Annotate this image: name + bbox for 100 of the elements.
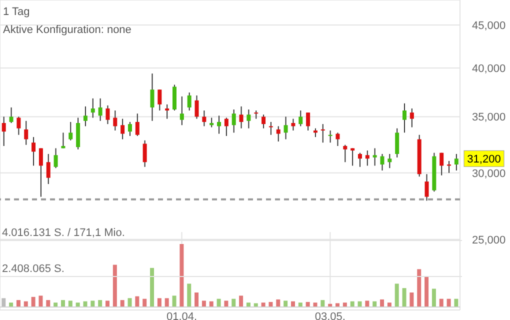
y-tick-label: 25,000 [472, 234, 506, 246]
bar [46, 300, 50, 307]
bar [336, 303, 340, 307]
annotation: 4.016.131 S. / 171,1 Mio. [0, 227, 462, 241]
candlestick [440, 152, 444, 176]
bar [320, 300, 325, 307]
candlestick [276, 126, 280, 142]
candlestick [365, 150, 370, 166]
bar [387, 302, 392, 307]
x-tick-label: 01.04. [166, 310, 198, 320]
candlestick [187, 92, 192, 111]
candlestick [336, 132, 340, 146]
bar [164, 298, 169, 307]
candlestick [68, 121, 73, 141]
bar [432, 288, 436, 307]
bar [446, 298, 451, 307]
candlestick [239, 106, 244, 129]
candlestick [424, 174, 429, 202]
bar [239, 296, 244, 307]
candlestick [24, 120, 28, 146]
candlestick [254, 110, 258, 120]
candlestick [306, 112, 310, 132]
bar [424, 276, 429, 307]
bar [60, 300, 65, 307]
candlestick [454, 153, 458, 171]
text: 31,200 [467, 154, 501, 166]
bar [194, 292, 199, 307]
y-tick-label: 30,000 [472, 168, 506, 180]
bar [439, 298, 444, 307]
candlestick [165, 104, 170, 120]
text: 1 Tag [3, 6, 31, 18]
candlestick [388, 153, 392, 169]
candlestick [158, 89, 162, 111]
candlestick [358, 152, 362, 168]
candlestick [380, 153, 384, 171]
bar [2, 298, 6, 307]
candlestick [172, 84, 176, 111]
candlestick [194, 94, 199, 120]
bar [410, 292, 414, 307]
candlestick [202, 110, 206, 127]
bar [261, 302, 266, 307]
candlestick [232, 108, 236, 134]
bar [68, 300, 72, 307]
candlestick [98, 98, 102, 122]
bar [180, 244, 184, 307]
candlestick [16, 116, 21, 136]
bar [38, 296, 43, 307]
bar [342, 302, 347, 307]
bar [150, 268, 154, 307]
candlestick [90, 98, 95, 118]
bar [365, 300, 370, 307]
bar [284, 300, 288, 307]
candlestick [268, 121, 273, 136]
candlestick [372, 148, 377, 166]
candlestick [142, 140, 147, 168]
bar [246, 302, 250, 307]
candlestick [217, 115, 222, 134]
candlestick [402, 102, 406, 134]
candlestick [46, 153, 50, 185]
candlestick [32, 136, 36, 166]
candlestick [9, 106, 14, 124]
candlestick [135, 113, 140, 136]
bar [417, 269, 422, 307]
bar [276, 299, 280, 307]
candlestick [320, 124, 325, 144]
bar [54, 302, 58, 307]
bar [135, 296, 140, 307]
bar [142, 298, 147, 307]
bar [380, 299, 384, 307]
bar [254, 303, 258, 307]
bar [394, 284, 399, 307]
bar [98, 300, 102, 307]
candlestick [150, 73, 154, 122]
bar [402, 288, 406, 307]
bar [232, 298, 236, 307]
bar [298, 302, 302, 307]
bar [224, 300, 228, 307]
candlestick [120, 118, 125, 140]
candlestick [106, 104, 110, 125]
bar [313, 302, 318, 307]
bar [454, 298, 458, 307]
candlestick [54, 148, 58, 169]
candlestick [284, 116, 288, 140]
bar [106, 300, 110, 307]
bar [90, 300, 95, 307]
candlestick [262, 114, 266, 129]
candlestick [343, 144, 348, 163]
candlestick [83, 106, 88, 127]
candlestick [298, 110, 303, 127]
bar [172, 296, 176, 307]
candlestick [180, 96, 184, 126]
candlestick [291, 118, 296, 132]
candlestick [410, 108, 414, 128]
bar [31, 296, 36, 307]
bar [202, 300, 206, 307]
candlestick [2, 116, 6, 146]
bar [9, 302, 14, 307]
bar [157, 298, 162, 307]
candlestick [224, 117, 228, 136]
annotation: 2.408.065 S. [0, 263, 462, 277]
